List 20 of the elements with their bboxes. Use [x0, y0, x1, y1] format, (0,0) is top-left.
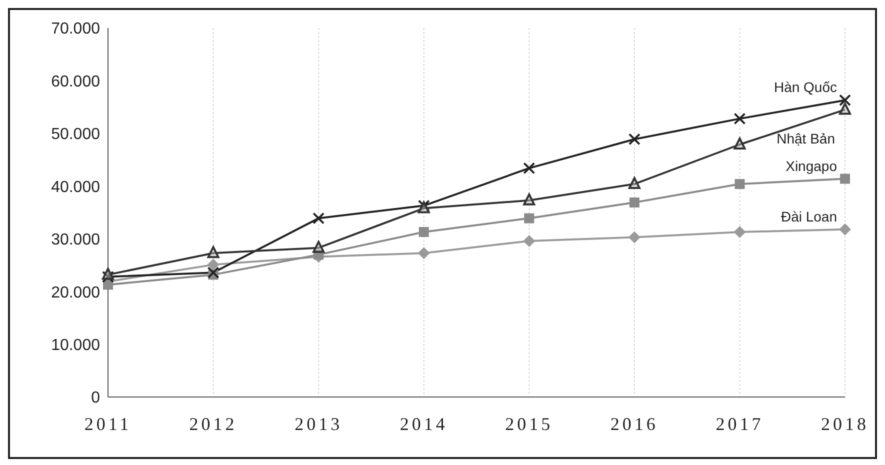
series-label: Xingapo — [786, 158, 838, 174]
series-label: Hàn Quốc — [774, 79, 837, 96]
x-tick-label: 2013 — [294, 414, 343, 434]
y-tick-label: 60.000 — [51, 73, 100, 90]
x-tick-label: 2014 — [400, 414, 448, 434]
y-tick-label: 10.000 — [51, 336, 100, 354]
y-tick-label: 50.000 — [51, 126, 100, 144]
x-tick-label: 2012 — [189, 414, 238, 434]
x-tick-label: 2018 — [821, 414, 869, 434]
y-tick-label: 30.000 — [51, 232, 100, 249]
y-tick-label: 70.000 — [51, 20, 100, 38]
x-tick-label: 2011 — [84, 414, 132, 434]
x-tick-label: 2017 — [716, 414, 764, 434]
series-label: Nhật Bản — [776, 130, 835, 147]
y-tick-label: 0 — [91, 390, 100, 407]
y-tick-label: 40.000 — [51, 178, 100, 196]
x-tick-label: 2016 — [610, 414, 658, 434]
series-label: Đài Loan — [780, 208, 837, 224]
x-tick-label: 2015 — [505, 414, 554, 434]
y-tick-label: 20.000 — [51, 284, 100, 302]
